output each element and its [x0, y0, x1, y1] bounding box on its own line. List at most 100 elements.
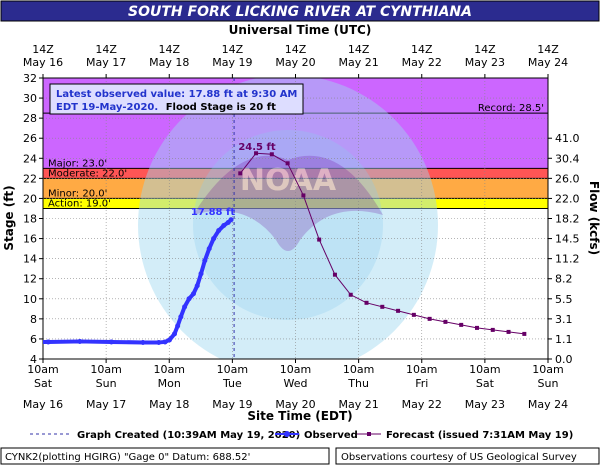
latest-observed-line2b: Flood Stage is 20 ft [166, 102, 276, 113]
bottom-tick-time: 10am [343, 363, 374, 376]
top-tick-date: May 24 [528, 56, 568, 69]
right-tick-label: 26.0 [555, 172, 580, 185]
right-tick-label: 18.2 [555, 213, 580, 226]
latest-observed-box: Latest observed value: 17.88 ft at 9:30 … [49, 83, 304, 115]
left-tick-label: 12 [23, 273, 37, 286]
forecast-point [269, 152, 274, 157]
bottom-tick-date: May 24 [528, 398, 568, 411]
watermark-inner-circle [193, 130, 383, 320]
top-axis-label: Universal Time (UTC) [229, 23, 372, 37]
top-tick-time: 14Z [158, 43, 180, 56]
left-tick-label: 10 [23, 293, 37, 306]
forecast-point [411, 312, 416, 317]
band-label-action: Action: 19.0' [48, 198, 111, 209]
bottom-tick-time: 10am [406, 363, 437, 376]
bottom-tick-date: May 18 [149, 398, 189, 411]
right-tick-label: 5.5 [555, 293, 573, 306]
legend-graph-created: Graph Created (10:39AM May 19, 2020) [77, 430, 300, 441]
top-tick-time: 14Z [32, 43, 54, 56]
bottom-tick-time: 10am [469, 363, 500, 376]
y-axis-label-stage: Stage (ft) [2, 185, 16, 250]
footer-courtesy-box [335, 447, 600, 465]
band-label-major: Major: 23.0' [48, 158, 107, 169]
chart-title: SOUTH FORK LICKING RIVER AT CYNTHIANA [128, 4, 472, 20]
legend-forecast-marker [367, 432, 371, 436]
bottom-tick-time: 10am [532, 363, 563, 376]
observed-point [216, 228, 222, 234]
observed-point [190, 291, 196, 297]
right-tick-label: 41.0 [555, 132, 580, 145]
top-tick-date: May 19 [212, 56, 252, 69]
left-tick-label: 22 [23, 172, 37, 185]
observed-point [186, 296, 192, 302]
bottom-tick-date: May 17 [86, 398, 126, 411]
top-tick-time: 14Z [95, 43, 117, 56]
forecast-point [238, 171, 243, 176]
forecast-point [396, 308, 401, 313]
bottom-tick-day: Mon [158, 377, 181, 390]
top-tick-date: May 21 [339, 56, 379, 69]
right-tick-label: 1.1 [555, 333, 573, 346]
forecast-point [254, 151, 259, 156]
title-bar [0, 0, 600, 22]
forecast-point [348, 292, 353, 297]
right-axis: 0.0 1.1 3.1 5.5 8.2 11.2 14.5 18.2 22.0 26.0 30.4 4… [548, 132, 580, 366]
observed-point [166, 337, 172, 343]
bottom-tick-day: Sun [538, 377, 559, 390]
legend-observed: Observed [304, 430, 358, 441]
top-tick-time: 14Z [537, 43, 559, 56]
top-tick-time: 14Z [348, 43, 370, 56]
y-axis-label-flow: Flow (kcfs) [587, 181, 600, 255]
watermark-outer-circle [138, 78, 438, 359]
top-tick-time: 14Z [222, 43, 244, 56]
top-tick-date: May 16 [23, 56, 63, 69]
right-tick-label: 14.5 [555, 233, 580, 246]
forecast-point [490, 327, 495, 332]
right-tick-label: 8.2 [555, 273, 573, 286]
noaa-watermark: NOAA [138, 78, 438, 359]
band-label-moderate: Moderate: 22.0' [48, 168, 127, 179]
observed-point [194, 283, 200, 289]
left-tick-label: 20 [23, 192, 37, 205]
bottom-tick-date: May 20 [275, 398, 315, 411]
bottom-tick-time: 10am [27, 363, 58, 376]
footer-datum-box [0, 447, 330, 465]
forecast-point [380, 304, 385, 309]
left-axis: 4 6 8 10 12 14 16 18 20 22 24 26 28 30 32 [23, 72, 43, 366]
forecast-point [474, 325, 479, 330]
forecast-point [301, 193, 306, 198]
observed-point [182, 304, 188, 310]
footer-courtesy: Observations courtesy of US Geological S… [341, 452, 577, 463]
forecast-point [522, 331, 527, 336]
right-tick-label: 0.0 [555, 353, 573, 366]
bottom-axis-label: Site Time (EDT) [247, 409, 352, 423]
bottom-tick-date: May 21 [339, 398, 379, 411]
forecast-peak-label: 24.5 ft [238, 142, 276, 153]
bottom-tick-time: 10am [154, 363, 185, 376]
forecast-point [506, 329, 511, 334]
bottom-tick-date: May 19 [212, 398, 252, 411]
observed-point [178, 314, 184, 320]
observed-point [162, 339, 168, 345]
observed-point [221, 223, 227, 229]
right-tick-label: 11.2 [555, 253, 580, 266]
left-tick-label: 24 [23, 152, 37, 165]
left-tick-label: 26 [23, 132, 37, 145]
band-action [43, 198, 548, 209]
right-tick-label: 3.1 [555, 313, 573, 326]
bottom-tick-date: May 16 [23, 398, 63, 411]
forecast-point [459, 322, 464, 327]
observed-value-label: 17.88 ft [191, 207, 235, 218]
top-tick-date: May 23 [465, 56, 505, 69]
observed-point [198, 271, 204, 277]
bottom-tick-day: Fri [415, 377, 428, 390]
observed-point [156, 339, 162, 345]
left-tick-label: 32 [23, 72, 37, 85]
band-moderate [43, 168, 548, 179]
legend-observed-marker [284, 431, 290, 437]
observed-point [202, 258, 208, 264]
observed-point [175, 323, 181, 329]
forecast-point [364, 300, 369, 305]
